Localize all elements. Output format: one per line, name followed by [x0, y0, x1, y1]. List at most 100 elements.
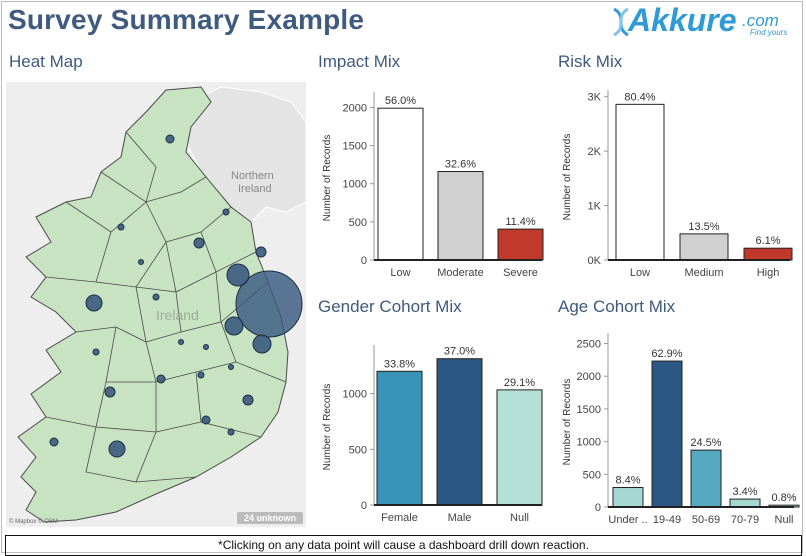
data-label: 56.0% — [385, 95, 416, 107]
data-label: 0.8% — [771, 492, 796, 504]
y-tick-label: 1500 — [577, 404, 601, 416]
x-tick-label: 19-49 — [653, 514, 681, 526]
unknown-badge-label: 24 unknown — [244, 513, 296, 523]
x-tick-label: Null — [775, 514, 794, 526]
y-tick-label: 1000 — [343, 389, 367, 401]
map-marker[interactable] — [228, 364, 234, 370]
map-marker[interactable] — [224, 316, 244, 336]
map-marker[interactable] — [117, 223, 125, 231]
map-marker[interactable] — [49, 437, 59, 447]
y-tick-label: 0 — [361, 255, 367, 267]
map-marker[interactable] — [152, 293, 160, 301]
y-tick-label: 0 — [595, 502, 601, 514]
y-axis-label: Number of Records — [562, 379, 573, 466]
map-marker[interactable] — [255, 246, 267, 258]
map-credit: © Mapbox © OSM — [9, 518, 58, 525]
x-tick-label: High — [757, 267, 780, 279]
bar-severe[interactable] — [497, 228, 544, 261]
ireland-label: Ireland — [156, 307, 199, 323]
y-axis-label: Number of Records — [322, 384, 333, 471]
heat-map[interactable]: Northern Ireland Ireland — [6, 82, 306, 527]
akkure-logo[interactable]: Akkure .com Find yours — [610, 2, 800, 42]
y-tick-label: 500 — [349, 444, 367, 456]
map-marker[interactable] — [108, 440, 126, 458]
bar-female[interactable] — [376, 370, 423, 506]
data-label: 37.0% — [444, 346, 475, 358]
map-marker[interactable] — [203, 344, 209, 350]
impact-mix-title: Impact Mix — [318, 52, 401, 71]
ireland-land — [17, 86, 289, 523]
map-marker[interactable] — [227, 428, 235, 436]
map-marker[interactable] — [235, 270, 303, 338]
x-tick-label: Male — [448, 512, 472, 524]
x-tick-label: Low — [390, 267, 410, 279]
bar-male[interactable] — [436, 358, 483, 506]
gender-mix-chart[interactable]: Number of Records 0 500 1000 33.8% Female 37.0… — [316, 325, 548, 533]
bar-medium[interactable] — [679, 233, 729, 261]
map-marker[interactable] — [178, 339, 184, 345]
y-tick-label: 2000 — [577, 371, 601, 383]
bar-under-[interactable] — [612, 487, 644, 508]
northern-ireland-label-2: Ireland — [238, 183, 272, 195]
impact-mix-chart[interactable]: Number of Records 0 500 1000 1500 2000 56.0% Lo… — [316, 80, 548, 288]
map-marker[interactable] — [222, 208, 230, 216]
bar-50-69[interactable] — [690, 449, 722, 508]
y-axis-label: Number of Records — [562, 134, 573, 221]
x-tick-label: Low — [630, 267, 650, 279]
age-mix-chart[interactable]: Number of Records 0 500 1000 1500 2000 2500 8.4… — [556, 325, 800, 533]
x-tick-label: Moderate — [437, 267, 483, 279]
map-marker[interactable] — [226, 263, 250, 287]
unknown-badge[interactable] — [237, 512, 303, 524]
map-marker[interactable] — [104, 386, 116, 398]
bar-low[interactable] — [615, 103, 665, 261]
map-marker[interactable] — [138, 259, 144, 265]
bar-high[interactable] — [743, 247, 793, 261]
y-tick-label: 1500 — [343, 141, 367, 153]
map-marker[interactable] — [156, 374, 166, 384]
bar-moderate[interactable] — [437, 171, 484, 261]
map-marker[interactable] — [242, 394, 254, 406]
bar-19-49[interactable] — [651, 360, 683, 508]
age-mix-title: Age Cohort Mix — [558, 297, 676, 316]
map-marker[interactable] — [92, 348, 100, 356]
risk-mix-chart[interactable]: Number of Records 0K 1K 2K 3K 80.4% Low 13.5% Me… — [556, 80, 796, 288]
risk-mix-title: Risk Mix — [558, 52, 623, 71]
map-marker[interactable] — [165, 134, 175, 144]
data-label: 80.4% — [624, 91, 655, 103]
data-label: 32.6% — [445, 159, 476, 171]
y-tick-label: 1000 — [577, 437, 601, 449]
map-marker[interactable] — [252, 334, 272, 354]
y-tick-label: 0K — [588, 255, 602, 267]
y-tick-label: 2000 — [343, 102, 367, 114]
data-label: 62.9% — [651, 348, 682, 360]
ireland-map[interactable]: Northern Ireland Ireland — [6, 82, 306, 527]
map-marker[interactable] — [193, 237, 205, 249]
gender-mix-title: Gender Cohort Mix — [318, 297, 462, 316]
logo-wordmark: Akkure — [628, 2, 737, 38]
data-label: 6.1% — [755, 235, 780, 247]
data-label: 29.1% — [504, 377, 535, 389]
x-tick-label: Medium — [684, 267, 723, 279]
page-title: Survey Summary Example — [8, 4, 365, 35]
x-tick-label: Severe — [503, 267, 538, 279]
heat-map-title: Heat Map — [9, 52, 83, 71]
x-tick-label: Female — [381, 512, 418, 524]
x-tick-label: 50-69 — [692, 514, 720, 526]
bar-70-79[interactable] — [729, 498, 761, 508]
bar-null[interactable] — [496, 389, 543, 506]
map-marker[interactable] — [201, 415, 211, 425]
bar-low[interactable] — [377, 107, 424, 261]
data-label: 13.5% — [688, 221, 719, 233]
logo-suffix: .com — [742, 11, 779, 30]
footer-note: *Clicking on any data point will cause a… — [5, 535, 802, 556]
data-label: 3.4% — [732, 486, 757, 498]
y-axis-label: Number of Records — [322, 135, 333, 222]
map-marker[interactable] — [197, 371, 205, 379]
data-label: 33.8% — [384, 358, 415, 370]
y-tick-label: 2K — [588, 146, 602, 158]
map-marker[interactable] — [85, 294, 103, 312]
data-label: 11.4% — [505, 216, 536, 228]
y-tick-label: 1000 — [343, 179, 367, 191]
y-tick-label: 500 — [583, 469, 601, 481]
